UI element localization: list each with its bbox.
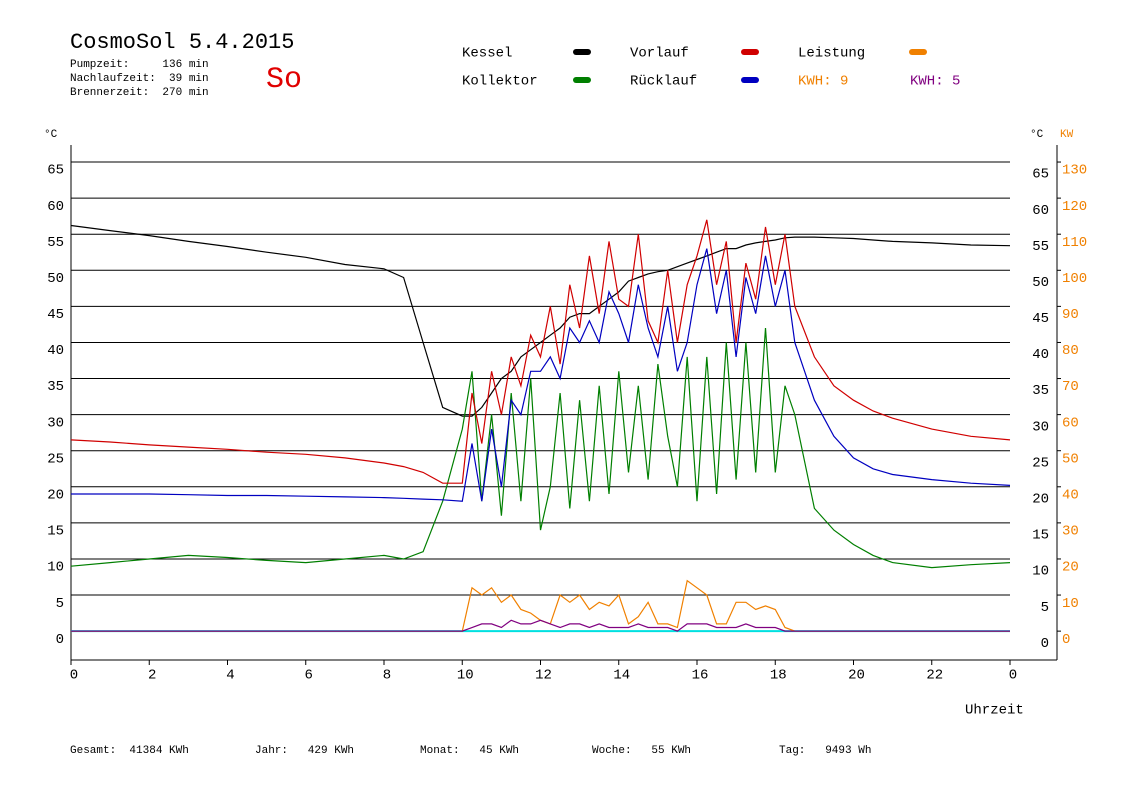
y-tick-label: 5 <box>56 596 64 612</box>
y-axis-label: °C <box>1030 129 1044 141</box>
y-tick-label: 50 <box>1032 275 1049 291</box>
y2-tick-label: 120 <box>1062 199 1087 215</box>
y-tick-label: 15 <box>1032 528 1049 544</box>
info: Brennerzeit: 270 min <box>70 87 209 99</box>
y-tick-label: 65 <box>47 163 64 179</box>
info: Pumpzeit: 136 min <box>70 59 209 71</box>
legend-label: Vorlauf <box>630 46 689 62</box>
footer-stat: Monat: 45 KWh <box>420 745 519 757</box>
y-tick-label: 45 <box>47 307 64 323</box>
y-tick-label: 55 <box>47 235 64 251</box>
series-line <box>71 248 1011 502</box>
x-tick-label: 12 <box>535 668 552 684</box>
y2-tick-label: 0 <box>1062 632 1070 648</box>
y-tick-label: 10 <box>47 560 64 576</box>
info: Nachlaufzeit: 39 min <box>70 73 209 85</box>
kwh-label: KWH: 5 <box>910 74 960 90</box>
x-tick-label: 4 <box>226 668 234 684</box>
x-tick-label: 16 <box>692 668 709 684</box>
y2-tick-label: 100 <box>1062 271 1087 287</box>
y-tick-label: 20 <box>1032 491 1049 507</box>
y-tick-label: 40 <box>47 343 64 359</box>
day: So <box>266 63 302 97</box>
y-tick-label: 25 <box>47 451 64 467</box>
footer-stat: Gesamt: 41384 KWh <box>70 745 189 757</box>
y-tick-label: 30 <box>1032 419 1049 435</box>
legend-label: Kollektor <box>462 74 538 90</box>
x-tick-label: 14 <box>613 668 630 684</box>
y2-axis-label: KW <box>1060 129 1074 141</box>
x-tick-label: 2 <box>148 668 156 684</box>
series-line <box>71 579 1010 632</box>
y-tick-label: 60 <box>1032 203 1049 219</box>
y-tick-label: 35 <box>1032 383 1049 399</box>
x-tick-label: 22 <box>926 668 943 684</box>
legend-label: Rücklauf <box>630 74 697 90</box>
x-tick-label: 20 <box>848 668 865 684</box>
y2-tick-label: 40 <box>1062 487 1079 503</box>
x-tick-label: 18 <box>770 668 787 684</box>
series-line <box>70 219 1011 484</box>
y-tick-label: 0 <box>1041 636 1049 652</box>
y-tick-label: 65 <box>1032 167 1049 183</box>
x-tick-label: 0 <box>70 668 78 684</box>
footer-stat: Woche: 55 KWh <box>592 745 691 757</box>
y2-tick-label: 30 <box>1062 524 1079 540</box>
y-tick-label: 35 <box>47 379 64 395</box>
x-axis-label: Uhrzeit <box>965 703 1024 719</box>
series-line <box>71 619 1010 632</box>
y-axis-label: °C <box>44 129 58 141</box>
y2-tick-label: 10 <box>1062 596 1079 612</box>
y2-tick-label: 20 <box>1062 560 1079 576</box>
y-tick-label: 5 <box>1041 600 1049 616</box>
y-tick-label: 25 <box>1032 455 1049 471</box>
y-tick-label: 40 <box>1032 347 1049 363</box>
kwh-label: KWH: 9 <box>798 74 848 90</box>
y-tick-label: 15 <box>47 524 64 540</box>
x-tick-label: 10 <box>457 668 474 684</box>
series-line <box>70 327 1011 569</box>
legend-label: Leistung <box>798 46 865 62</box>
y2-tick-label: 50 <box>1062 451 1079 467</box>
y-tick-label: 0 <box>56 632 64 648</box>
y-tick-label: 60 <box>47 199 64 215</box>
y2-tick-label: 110 <box>1062 235 1087 251</box>
y-tick-label: 20 <box>47 487 64 503</box>
y-tick-label: 30 <box>47 415 64 431</box>
y2-tick-label: 130 <box>1062 163 1087 179</box>
y2-tick-label: 80 <box>1062 343 1079 359</box>
footer-stat: Jahr: 429 KWh <box>255 745 354 757</box>
y2-tick-label: 60 <box>1062 415 1079 431</box>
y2-tick-label: 90 <box>1062 307 1079 323</box>
y-tick-label: 10 <box>1032 564 1049 580</box>
series-line <box>70 224 1011 417</box>
y2-tick-label: 70 <box>1062 379 1079 395</box>
legend-label: Kessel <box>462 46 512 62</box>
y-tick-label: 50 <box>47 271 64 287</box>
y-tick-label: 45 <box>1032 311 1049 327</box>
y-tick-label: 55 <box>1032 239 1049 255</box>
x-tick-label: 6 <box>305 668 313 684</box>
x-tick-label: 8 <box>383 668 391 684</box>
footer-stat: Tag: 9493 Wh <box>779 745 871 757</box>
x-tick-label: 0 <box>1009 668 1017 684</box>
chart-title: CosmoSol 5.4.2015 <box>70 30 294 55</box>
